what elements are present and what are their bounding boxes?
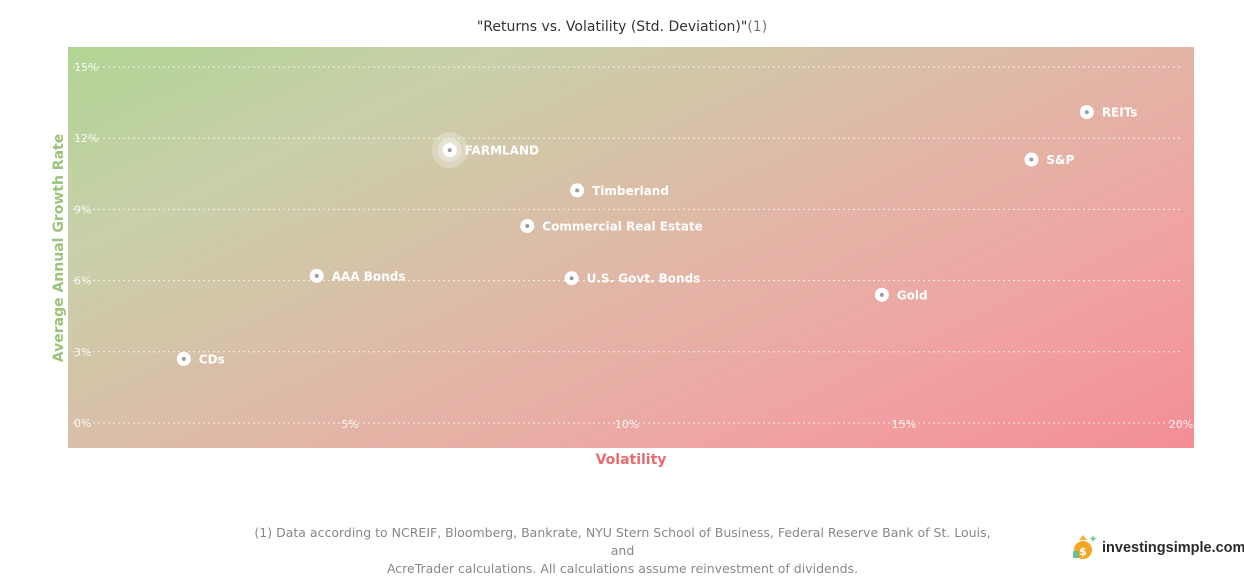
logo-text: investingsimple.com [1102, 540, 1244, 556]
y-tick-label: 0% [74, 417, 91, 430]
plot-background [68, 47, 1194, 448]
data-label: Commercial Real Estate [542, 220, 703, 234]
data-point-center [1084, 110, 1089, 115]
x-tick-label: 10% [615, 418, 639, 431]
data-point-center [569, 276, 574, 281]
y-tick-label: 12% [74, 132, 98, 145]
x-axis-label: Volatility [595, 452, 667, 468]
y-tick-label: 15% [74, 61, 98, 74]
y-tick-label: 6% [74, 275, 91, 288]
data-point-center [1029, 157, 1034, 162]
logo[interactable]: $ investingsimple.com [1072, 533, 1244, 563]
x-tick-label: 5% [341, 418, 358, 431]
data-point-center [525, 224, 530, 229]
data-point-center [879, 292, 884, 297]
data-label: FARMLAND [465, 144, 539, 158]
data-point-center [447, 148, 452, 153]
axis-ticks: 0% 3% 6% 9% 12% 15% 5% 10% 15% 20% [74, 61, 1193, 431]
y-tick-label: 3% [74, 346, 91, 359]
data-label: REITs [1102, 106, 1138, 120]
data-label: AAA Bonds [332, 269, 406, 283]
data-label: Gold [897, 288, 928, 302]
chart-title: "Returns vs. Volatility (Std. Deviation)… [0, 19, 1244, 35]
chart-title-note: (1) [747, 19, 768, 35]
footnote-line-2: AcreTrader calculations. All calculation… [386, 561, 859, 576]
gridlines [73, 66, 1181, 424]
chart-title-text: "Returns vs. Volatility (Std. Deviation)… [476, 19, 748, 35]
data-label: U.S. Govt. Bonds [587, 272, 701, 286]
x-tick-label: 15% [892, 418, 916, 431]
data-label: CDs [199, 352, 225, 366]
svg-text:$: $ [1079, 545, 1087, 558]
data-points: CDs AAA Bonds FARMLAND Commercial Real Esta… [176, 105, 1138, 366]
y-tick-label: 9% [74, 203, 91, 216]
data-point-center [314, 273, 319, 278]
data-point-center [575, 188, 580, 193]
x-tick-label: 20% [1169, 418, 1193, 431]
y-axis-label: Average Annual Growth Rate [51, 133, 67, 363]
data-label: S&P [1046, 153, 1074, 167]
data-label: Timberland [592, 184, 669, 198]
data-point-center [181, 356, 186, 361]
money-bag-icon: $ [1072, 532, 1098, 564]
footnote-line-1: (1) Data according to NCREIF, Bloomberg,… [254, 525, 991, 558]
